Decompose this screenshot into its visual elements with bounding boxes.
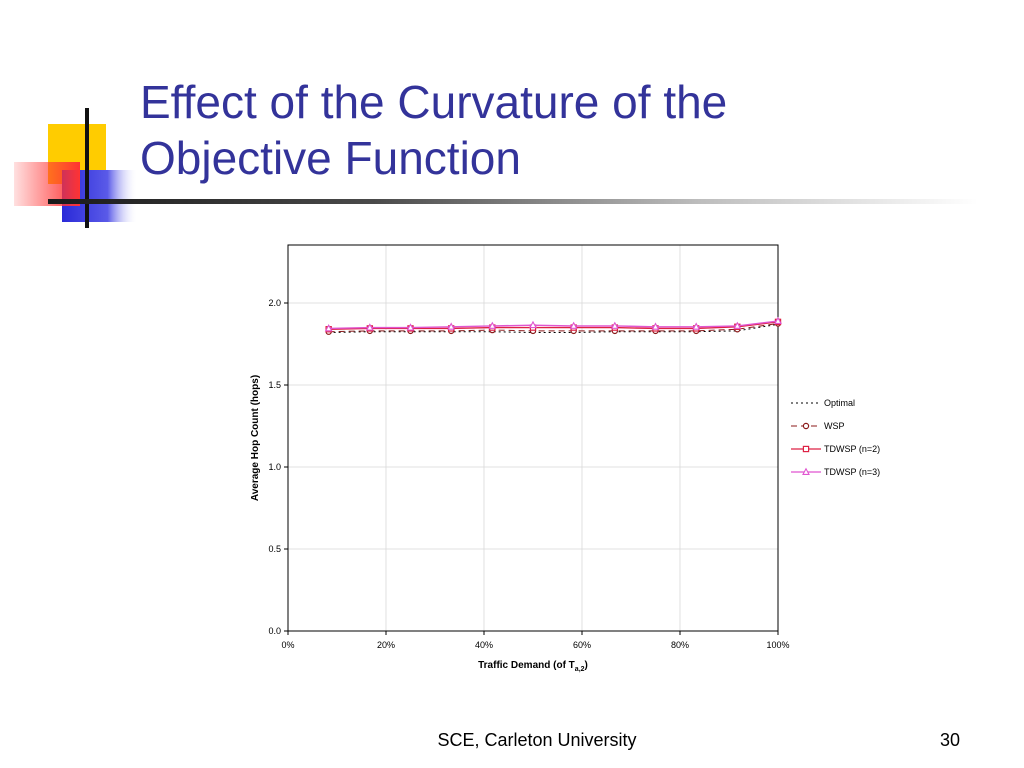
legend-label-tdwsp-n-2: TDWSP (n=2) — [824, 444, 880, 454]
data-point-tdwsp-n-3 — [406, 323, 415, 331]
x-tick-label: 40% — [475, 640, 493, 650]
series-line-tdwsp-n-3 — [328, 320, 779, 330]
data-point-tdwsp-n-3 — [774, 316, 782, 324]
legend-label-tdwsp-n-3: TDWSP (n=3) — [824, 467, 880, 477]
x-axis-title: Traffic Demand (of Ta,2) — [478, 660, 588, 673]
legend-marker-tdwsp-n-3 — [802, 467, 810, 475]
y-tick-label: 0.5 — [268, 544, 281, 554]
x-tick-label: 60% — [573, 640, 591, 650]
data-point-tdwsp-n-3 — [529, 320, 537, 329]
slide-title-line-1: Effect of the Curvature of the — [140, 76, 728, 128]
plot-area-border — [287, 244, 779, 632]
data-point-tdwsp-n-3 — [610, 321, 619, 329]
y-tick-label: 0.0 — [268, 626, 281, 636]
x-tick-label: 0% — [281, 640, 294, 650]
x-tick-label: 20% — [377, 640, 395, 650]
y-tick-label: 1.5 — [268, 380, 281, 390]
data-point-tdwsp-n-3 — [733, 321, 742, 329]
data-point-tdwsp-n-3 — [651, 322, 660, 330]
slide-title: Effect of the Curvature of the Objective… — [140, 74, 1000, 186]
decorative-corner-graphic — [14, 108, 138, 228]
hop-count-chart: 0.0 0.5 1.0 1.5 2.0 0% 20% 40% 60% 80% 100% Traffic… — [250, 244, 880, 673]
legend-marker-tdwsp-n-2 — [802, 445, 810, 453]
data-point-tdwsp-n-3 — [569, 321, 578, 329]
title-underline — [48, 199, 978, 204]
legend-label-wsp: WSP — [824, 421, 845, 431]
footer-institution: SCE, Carleton University — [437, 730, 637, 750]
data-point-tdwsp-n-3 — [365, 323, 374, 331]
x-tick-label: 80% — [671, 640, 689, 650]
series-line-optimal — [328, 323, 779, 334]
y-axis-title: Average Hop Count (hops) — [250, 375, 261, 501]
y-tick-label: 2.0 — [268, 298, 281, 308]
data-point-tdwsp-n-3 — [324, 324, 333, 332]
slide-number: 30 — [940, 730, 961, 750]
slide-title-line-2: Objective Function — [140, 132, 521, 184]
data-point-tdwsp-n-3 — [447, 322, 456, 330]
series-line-tdwsp-n-2 — [328, 321, 779, 330]
legend-marker-wsp — [802, 422, 810, 430]
legend-label-optimal: Optimal — [824, 398, 855, 408]
x-tick-label: 100% — [766, 640, 789, 650]
data-point-tdwsp-n-3 — [692, 322, 701, 330]
y-tick-label: 1.0 — [268, 462, 281, 472]
series-line-wsp — [328, 323, 779, 333]
data-point-tdwsp-n-3 — [488, 321, 497, 329]
